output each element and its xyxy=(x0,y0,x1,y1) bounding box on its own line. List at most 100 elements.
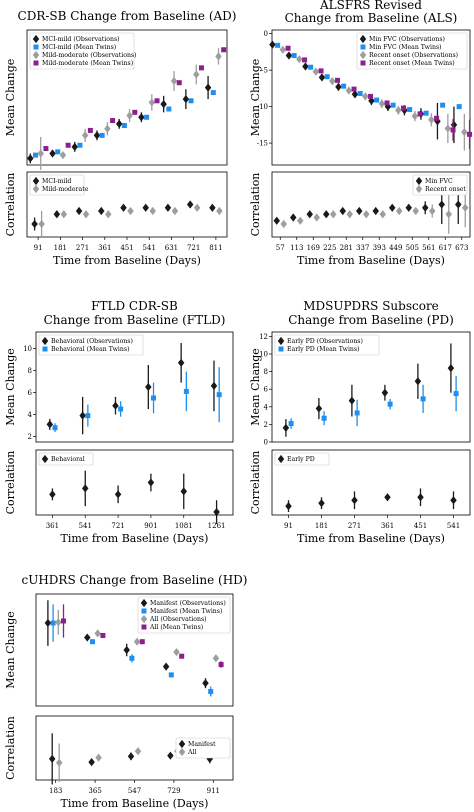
data-point xyxy=(387,401,393,407)
data-point xyxy=(306,210,313,219)
x-tick-label: 673 xyxy=(455,244,468,252)
data-point xyxy=(193,203,201,212)
data-point xyxy=(149,206,156,216)
data-point xyxy=(112,401,119,410)
x-tick-label: 729 xyxy=(167,787,180,795)
legend-label: Early PD (Mean Twins) xyxy=(287,346,360,353)
data-point xyxy=(82,210,90,219)
data-point xyxy=(43,146,49,152)
data-point xyxy=(142,203,149,212)
data-point xyxy=(356,206,363,216)
data-point xyxy=(38,219,45,229)
data-point xyxy=(411,112,419,121)
y-axis-label: Correlation xyxy=(4,716,17,780)
y-axis-label: Correlation xyxy=(4,173,17,237)
legend-marker xyxy=(41,336,49,346)
data-point xyxy=(162,662,170,671)
data-point xyxy=(151,395,157,401)
x-tick-label: 1081 xyxy=(175,522,193,530)
data-point xyxy=(145,382,152,392)
data-point xyxy=(351,90,359,99)
data-point xyxy=(27,154,34,163)
data-point xyxy=(345,86,353,95)
data-point xyxy=(52,425,58,431)
legend-marker xyxy=(178,747,186,757)
y-tick-label: 6 xyxy=(28,389,33,397)
y-tick-label: 4 xyxy=(28,411,33,419)
legend-label: Recent onset xyxy=(425,186,466,193)
data-point xyxy=(182,95,190,104)
legend-label: Behavioral (Observations) xyxy=(51,338,133,345)
data-point xyxy=(138,113,145,122)
x-tick-label: 393 xyxy=(373,244,386,252)
x-axis-label: Time from Baseline (Days) xyxy=(61,797,209,810)
data-point xyxy=(396,206,403,216)
data-point xyxy=(318,499,325,508)
data-point xyxy=(173,647,180,657)
data-point xyxy=(94,629,101,638)
data-point xyxy=(144,114,150,120)
data-point xyxy=(170,76,178,86)
data-point xyxy=(49,490,56,499)
legend-label: Early PD xyxy=(287,456,315,463)
data-point xyxy=(455,200,462,209)
main-axes-frame xyxy=(35,593,234,707)
data-point xyxy=(318,73,326,82)
x-tick-label: 361 xyxy=(98,244,111,252)
y-tick-label: 6 xyxy=(264,386,269,394)
title-pd: MDSUPDRS Subscore xyxy=(303,299,439,313)
data-point xyxy=(384,493,391,502)
data-point xyxy=(110,118,116,124)
legend-box xyxy=(29,32,135,70)
data-point xyxy=(363,210,370,219)
y-axis-label: Mean Change xyxy=(249,59,262,137)
data-point xyxy=(348,396,356,405)
y-tick-label: -10 xyxy=(257,103,268,111)
x-axis-label: Time from Baseline (Days) xyxy=(53,254,201,267)
legend-marker xyxy=(140,598,148,608)
corr-axes-frame xyxy=(35,449,234,516)
legend-label: Min FVC (Mean Twins) xyxy=(369,44,442,51)
legend-marker xyxy=(178,739,186,749)
data-point xyxy=(126,111,133,120)
legend-marker xyxy=(141,608,147,614)
legend-marker xyxy=(140,614,148,624)
legend-label: All (Mean Twins) xyxy=(149,624,203,631)
x-tick-label: 361 xyxy=(46,522,59,530)
x-tick-label: 541 xyxy=(143,244,156,252)
main-axes-frame xyxy=(26,29,228,166)
y-axis-label: Mean Change xyxy=(4,348,17,426)
data-point xyxy=(444,124,452,133)
data-point xyxy=(438,200,445,209)
data-point xyxy=(59,151,67,160)
data-point xyxy=(428,115,435,124)
data-point xyxy=(82,484,89,493)
panel-ad: CDR-SB Change from Baseline (AD) Mean Cha… xyxy=(4,9,236,267)
data-point xyxy=(450,127,456,133)
data-point xyxy=(417,493,424,502)
data-point xyxy=(77,142,83,148)
data-point xyxy=(335,82,342,92)
data-point xyxy=(297,216,304,225)
data-point xyxy=(127,752,135,761)
data-point xyxy=(179,653,185,659)
x-tick-label: 91 xyxy=(284,522,293,530)
legend-label: Min FVC xyxy=(425,178,453,185)
data-point xyxy=(49,149,56,158)
y-tick-label: 0 xyxy=(264,30,268,38)
data-point xyxy=(118,406,124,412)
x-tick-label: 225 xyxy=(323,244,336,252)
legend-label: Early PD (Observations) xyxy=(287,338,363,345)
data-point xyxy=(362,92,369,101)
x-tick-label: 541 xyxy=(79,522,92,530)
y-tick-label: 4 xyxy=(264,403,269,411)
data-point xyxy=(351,86,357,92)
data-point xyxy=(315,404,323,413)
x-tick-label: 1261 xyxy=(208,522,226,530)
x-tick-label: 181 xyxy=(315,522,328,530)
data-point xyxy=(395,106,402,115)
panel-hd: cUHDRS Change from Baseline (HD) Mean Cha… xyxy=(4,573,247,810)
data-point xyxy=(209,203,216,212)
data-point xyxy=(50,620,56,626)
